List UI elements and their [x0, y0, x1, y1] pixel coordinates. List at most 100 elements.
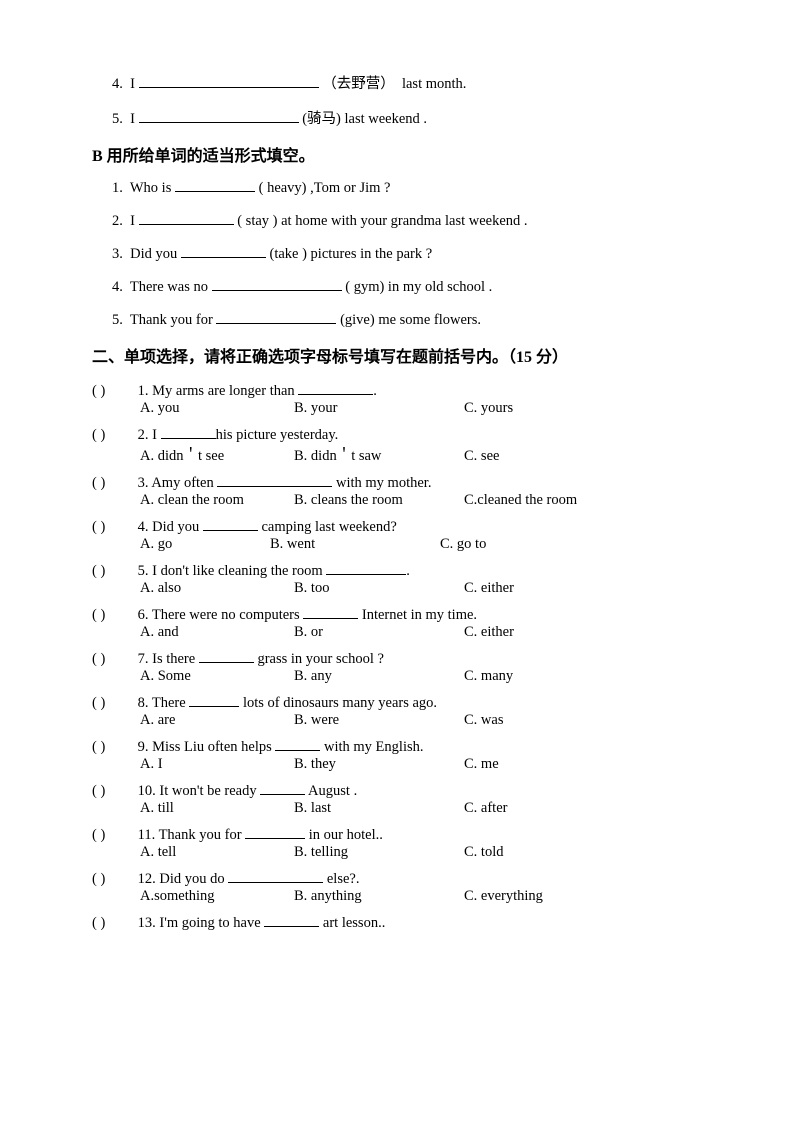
blank[interactable] [189, 693, 239, 707]
blank[interactable] [161, 425, 216, 439]
option-b[interactable]: B. too [294, 580, 464, 597]
option-b[interactable]: B. cleans the room [294, 492, 464, 509]
blank[interactable] [212, 277, 342, 291]
option-a[interactable]: A. you [140, 400, 294, 417]
option-b[interactable]: B. anything [294, 888, 464, 905]
option-a[interactable]: A. Some [140, 668, 294, 685]
stem-pre: I'm going to have [159, 915, 264, 931]
q-number: 10. [134, 783, 159, 799]
blank[interactable] [139, 109, 299, 123]
blank[interactable] [264, 913, 319, 927]
q-number: 4. [134, 519, 152, 535]
mc-stem: ( ) 12. Did you do else?. [92, 869, 701, 888]
blank[interactable] [217, 473, 332, 487]
mc-stem: ( ) 4. Did you camping last weekend? [92, 517, 701, 536]
mc-options: A. didn＇t seeB. didn＇t sawC. see [92, 444, 701, 465]
option-c[interactable]: C. see [464, 448, 499, 465]
stem-post: Internet in my time. [358, 607, 477, 623]
answer-paren[interactable]: ( ) [92, 427, 134, 444]
mc-question: ( ) 3. Amy often with my mother.A. clean… [92, 473, 701, 509]
mc-options: A. goB. wentC. go to [92, 536, 701, 553]
q-number: 2. [134, 427, 152, 443]
answer-paren[interactable]: ( ) [92, 475, 134, 492]
option-a[interactable]: A. till [140, 800, 294, 817]
blank[interactable] [181, 244, 266, 258]
post: last month. [402, 76, 466, 92]
blank[interactable] [326, 561, 406, 575]
answer-paren[interactable]: ( ) [92, 827, 134, 844]
option-b[interactable]: B. any [294, 668, 464, 685]
mc-stem: ( ) 1. My arms are longer than . [92, 381, 701, 400]
answer-paren[interactable]: ( ) [92, 383, 134, 400]
q-number: 9. [134, 739, 152, 755]
mc-question: ( ) 5. I don't like cleaning the room .A… [92, 561, 701, 597]
option-c[interactable]: C.cleaned the room [464, 492, 577, 509]
option-c[interactable]: C. was [464, 712, 503, 729]
option-c[interactable]: C. everything [464, 888, 543, 905]
option-b[interactable]: B. they [294, 756, 464, 773]
mc-question: ( ) 1. My arms are longer than .A. youB.… [92, 381, 701, 417]
option-b[interactable]: B. your [294, 400, 464, 417]
post: last weekend . [345, 111, 428, 127]
blank[interactable] [175, 178, 255, 192]
option-c[interactable]: C. after [464, 800, 507, 817]
option-a[interactable]: A. are [140, 712, 294, 729]
option-c[interactable]: C. told [464, 844, 503, 861]
mc-question: ( ) 12. Did you do else?.A.somethingB. a… [92, 869, 701, 905]
num: 4. [112, 279, 123, 295]
mc-question: ( ) 8. There lots of dinosaurs many year… [92, 693, 701, 729]
blank[interactable] [303, 605, 358, 619]
stem-pre: Is there [152, 651, 199, 667]
option-c[interactable]: C. either [464, 580, 514, 597]
stem-post: art lesson.. [319, 915, 385, 931]
blank[interactable] [298, 381, 373, 395]
answer-paren[interactable]: ( ) [92, 651, 134, 668]
answer-paren[interactable]: ( ) [92, 519, 134, 536]
option-b[interactable]: B. didn＇t saw [294, 444, 464, 465]
option-a[interactable]: A. didn＇t see [140, 444, 294, 465]
option-c[interactable]: C. me [464, 756, 499, 773]
stem-post: August . [305, 783, 357, 799]
option-b[interactable]: B. went [270, 536, 440, 553]
answer-paren[interactable]: ( ) [92, 695, 134, 712]
option-a[interactable]: A. also [140, 580, 294, 597]
answer-paren[interactable]: ( ) [92, 915, 134, 932]
answer-paren[interactable]: ( ) [92, 607, 134, 624]
option-b[interactable]: B. were [294, 712, 464, 729]
blank[interactable] [275, 737, 320, 751]
option-b[interactable]: B. or [294, 624, 464, 641]
option-a[interactable]: A. and [140, 624, 294, 641]
option-a[interactable]: A. go [140, 536, 270, 553]
option-a[interactable]: A. I [140, 756, 294, 773]
blank[interactable] [216, 310, 336, 324]
q-number: 1. [134, 383, 152, 399]
option-b[interactable]: B. last [294, 800, 464, 817]
blank[interactable] [203, 517, 258, 531]
blank[interactable] [228, 869, 323, 883]
option-b[interactable]: B. telling [294, 844, 464, 861]
blank[interactable] [139, 74, 319, 88]
option-c[interactable]: C. yours [464, 400, 513, 417]
blank[interactable] [199, 649, 254, 663]
mc-question: ( ) 7. Is there grass in your school ?A.… [92, 649, 701, 685]
mc-question: ( ) 4. Did you camping last weekend?A. g… [92, 517, 701, 553]
option-c[interactable]: C. go to [440, 536, 486, 553]
section-2-title: 二、单项选择，请将正确选项字母标号填写在题前括号内。（15 分） [92, 343, 701, 367]
mc-options: A. tellB. tellingC. told [92, 844, 701, 861]
option-a[interactable]: A.something [140, 888, 294, 905]
mc-stem: ( ) 10. It won't be ready August . [92, 781, 701, 800]
blank[interactable] [260, 781, 305, 795]
answer-paren[interactable]: ( ) [92, 871, 134, 888]
answer-paren[interactable]: ( ) [92, 563, 134, 580]
q-number: 11. [134, 827, 159, 843]
hint: ( gym) in my old school . [345, 279, 492, 295]
answer-paren[interactable]: ( ) [92, 739, 134, 756]
qA5: 5. I (骑马) last weekend . [92, 107, 701, 128]
option-a[interactable]: A. clean the room [140, 492, 294, 509]
option-a[interactable]: A. tell [140, 844, 294, 861]
blank[interactable] [139, 211, 234, 225]
answer-paren[interactable]: ( ) [92, 783, 134, 800]
blank[interactable] [245, 825, 305, 839]
option-c[interactable]: C. many [464, 668, 513, 685]
option-c[interactable]: C. either [464, 624, 514, 641]
